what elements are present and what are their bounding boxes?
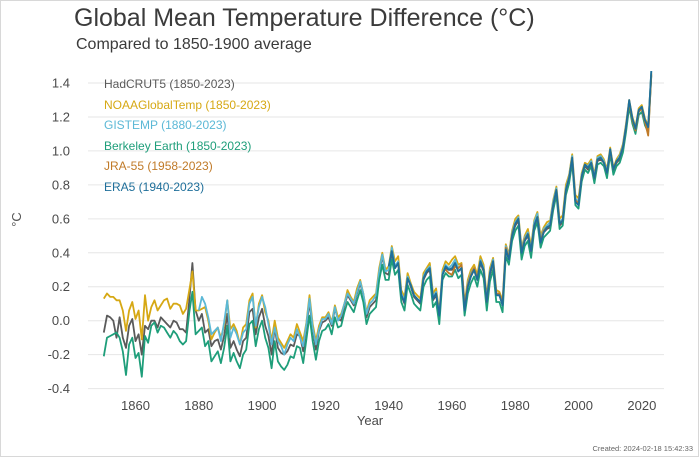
y-tick-labels: -0.4 -0.2 0.0 0.2 0.4 0.6 0.8 1.0 1.2 1.4 — [48, 75, 70, 396]
chart-title: Global Mean Temperature Difference (°C) — [74, 4, 535, 32]
y-tick-label: 0.0 — [52, 313, 70, 328]
y-tick-label: 1.2 — [52, 109, 70, 124]
legend-item-gistemp: GISTEMP (1880-2023) — [104, 118, 227, 133]
legend: HadCRUT5 (1850-2023) NOAAGlobalTemp (185… — [104, 74, 271, 198]
y-tick-label: -0.2 — [48, 347, 70, 362]
y-tick-label: 0.8 — [52, 177, 70, 192]
legend-item-noaaglobaltemp: NOAAGlobalTemp (1850-2023) — [104, 97, 271, 112]
legend-item-era5: ERA5 (1940-2023) — [104, 179, 205, 194]
x-tick-label: 1900 — [248, 398, 277, 413]
x-tick-label: 2020 — [627, 398, 656, 413]
chart-subtitle: Compared to 1850-1900 average — [76, 36, 312, 53]
x-tick-label: 1960 — [437, 398, 466, 413]
y-tick-label: 1.4 — [52, 75, 70, 90]
x-tick-label: 1880 — [184, 398, 213, 413]
y-tick-label: 0.4 — [52, 245, 70, 260]
series-line-era5 — [387, 71, 653, 317]
x-tick-labels: 1860 1880 1900 1920 1940 1960 1980 2000 2020 — [121, 398, 656, 413]
x-axis-title: Year — [357, 413, 384, 428]
x-tick-label: 1920 — [311, 398, 340, 413]
x-tick-label: 2000 — [564, 398, 593, 413]
legend-item-hadcrut5: HadCRUT5 (1850-2023) — [104, 77, 235, 91]
series-lines — [102, 71, 653, 378]
series-line-berkeley — [102, 76, 653, 378]
x-tick-label: 1940 — [374, 398, 403, 413]
y-tick-label: -0.4 — [48, 381, 70, 396]
y-tick-label: 1.0 — [52, 143, 70, 158]
x-tick-label: 1980 — [501, 398, 530, 413]
legend-item-jra55: JRA-55 (1958-2023) — [104, 159, 213, 174]
y-tick-label: 0.6 — [52, 211, 70, 226]
created-timestamp: Created: 2024-02-18 15:42:33 — [592, 444, 694, 453]
legend-item-berkeley-earth: Berkeley Earth (1850-2023) — [104, 138, 252, 153]
x-tick-label: 1860 — [121, 398, 150, 413]
y-tick-label: 0.2 — [52, 279, 70, 294]
